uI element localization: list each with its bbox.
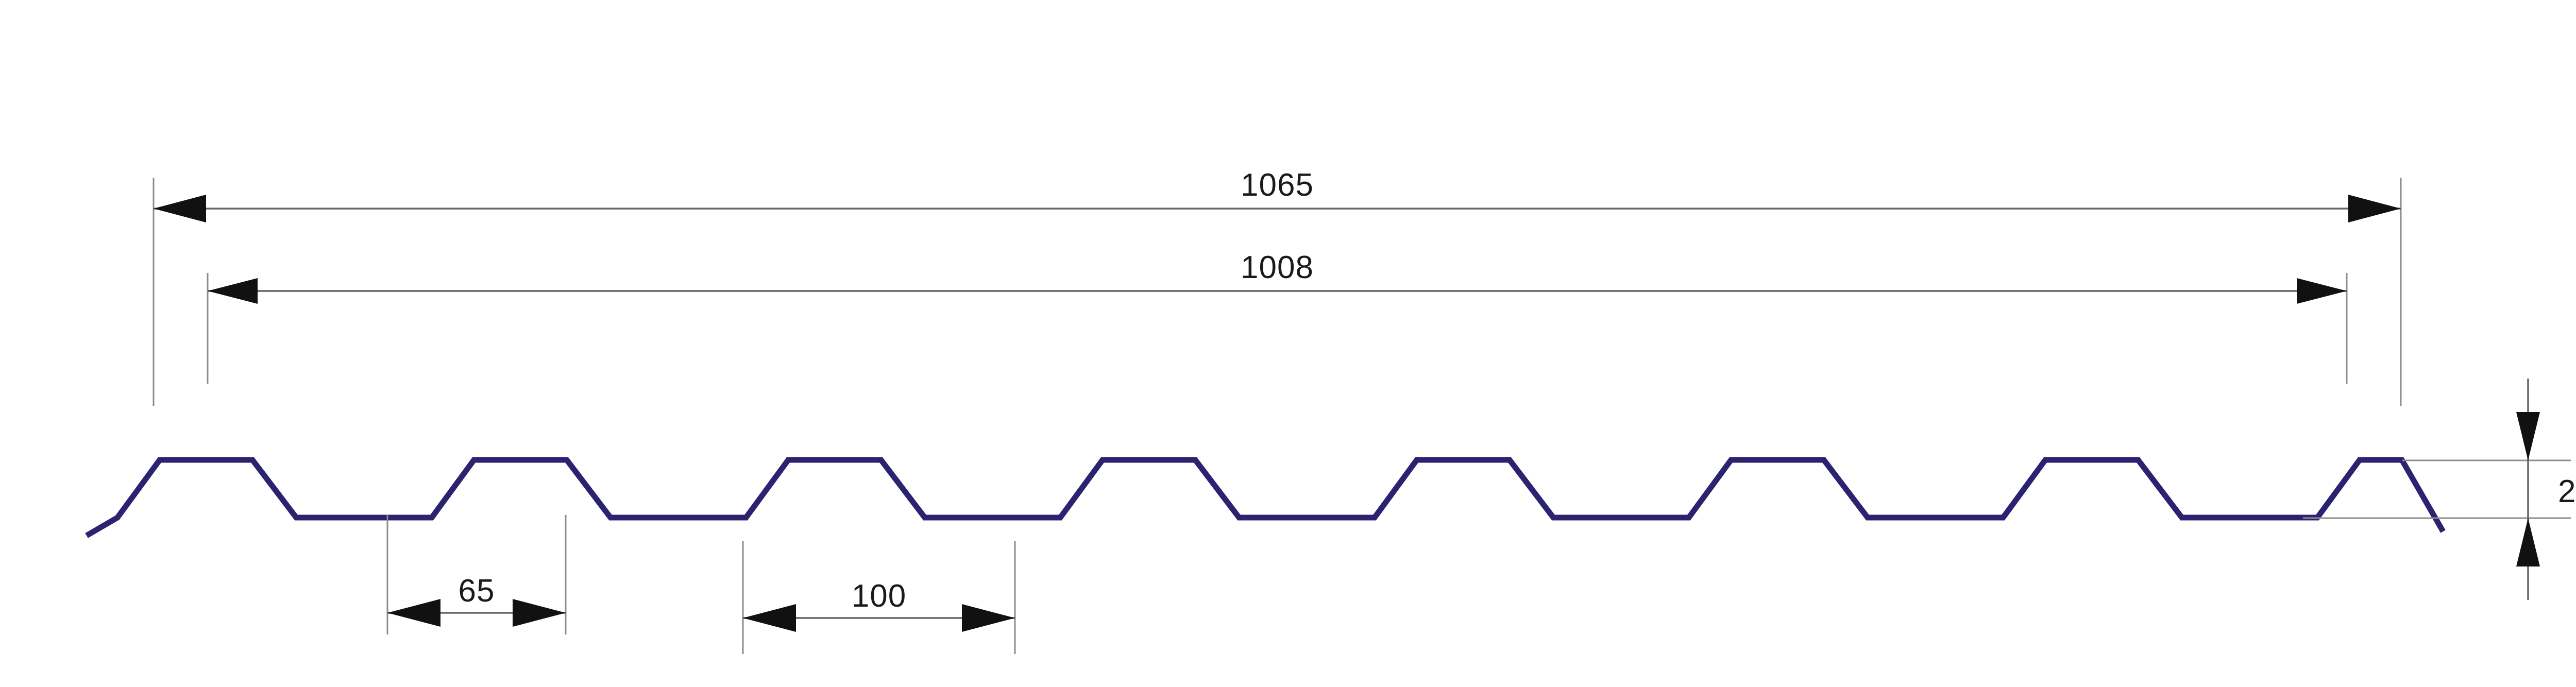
arrowhead-valley-right	[513, 599, 566, 627]
dimension-label-wave-pitch: 100	[852, 578, 906, 614]
arrowhead-height-bottom	[2516, 518, 2540, 566]
arrowhead-height-top	[2516, 412, 2540, 460]
dimension-label-useful-width: 1008	[1241, 250, 1314, 285]
arrowhead-right-useful	[2297, 278, 2347, 304]
arrowhead-pitch-right	[962, 604, 1015, 632]
dimension-label-profile-height: 21 мм	[2558, 474, 2576, 509]
dimension-useful-width: 1008	[207, 250, 2348, 384]
dimension-label-overall-width: 1065	[1241, 167, 1314, 203]
dimension-valley-width: 65	[386, 515, 567, 634]
dimension-profile-height: 21 мм	[2303, 379, 2576, 600]
dimension-wave-pitch: 100	[742, 541, 1016, 654]
arrowhead-right-overall	[2348, 195, 2401, 222]
arrowhead-left-overall	[154, 195, 206, 222]
arrowhead-valley-left	[387, 599, 440, 627]
dimension-label-valley-width: 65	[459, 573, 495, 609]
dimension-overall-width: 1065	[152, 167, 2402, 406]
sheet-profile	[85, 457, 2446, 538]
arrowhead-left-useful	[208, 278, 258, 304]
arrowhead-pitch-left	[743, 604, 796, 632]
corrugated-profile-polyline	[85, 457, 2446, 538]
